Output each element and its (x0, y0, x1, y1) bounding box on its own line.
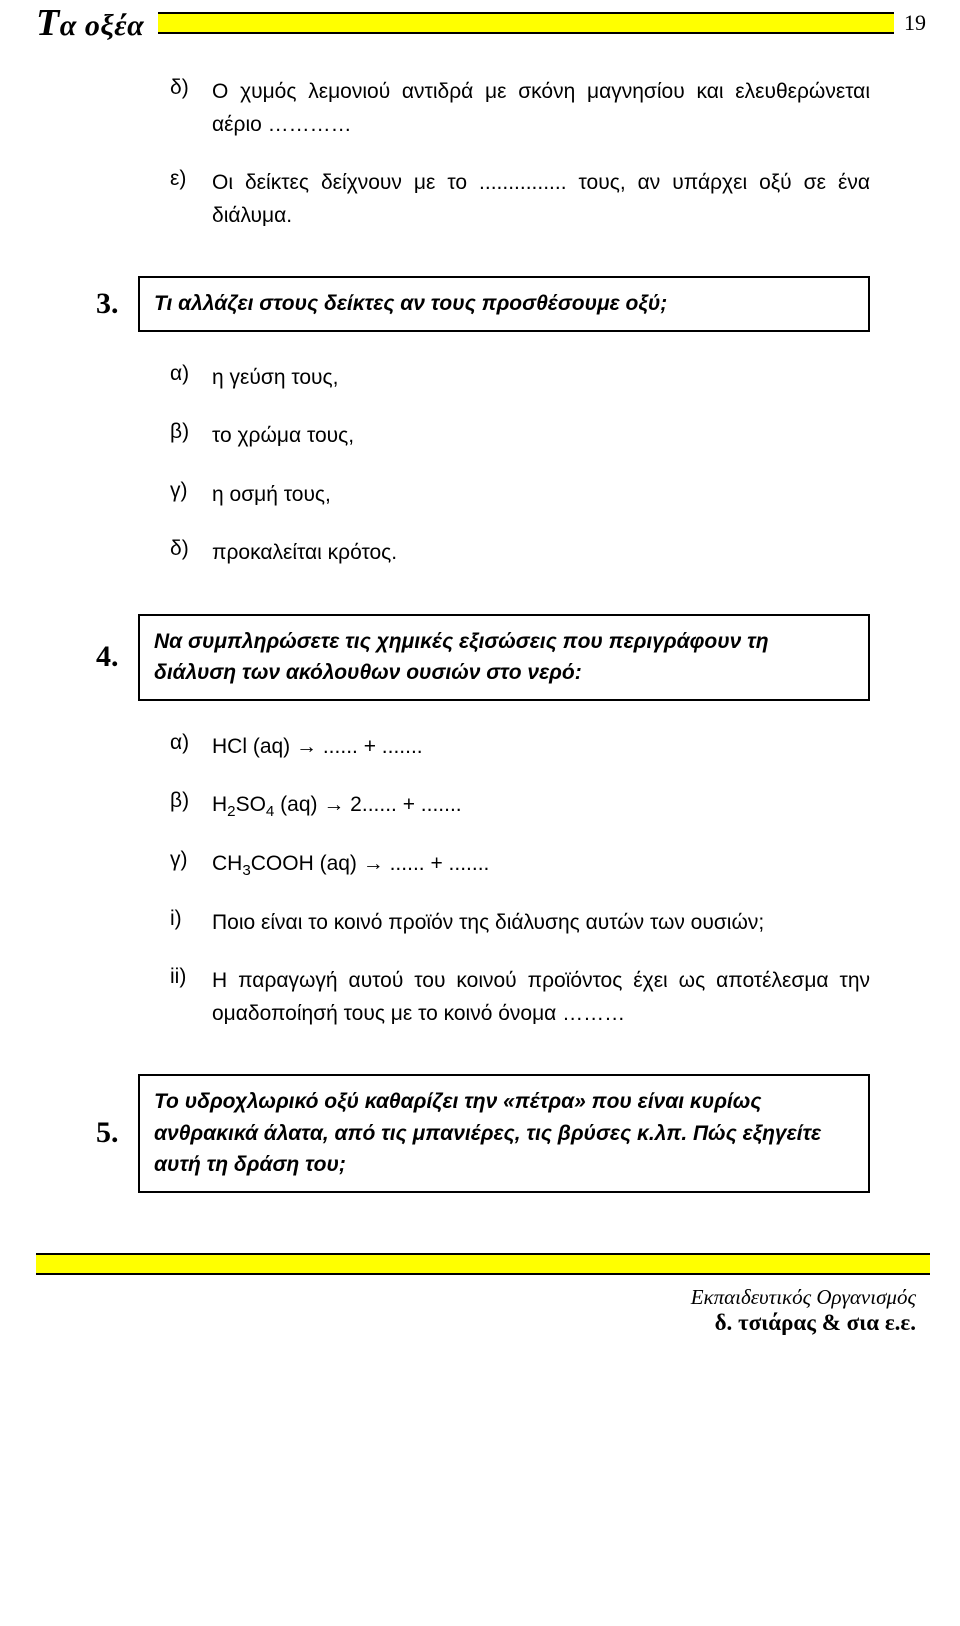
equation-text: CH3COOH (aq) → ...... + ....... (212, 848, 870, 881)
eq-part: COOH (aq) (251, 852, 363, 875)
item-text: Οι δείκτες δείχνουν με το ..............… (212, 167, 870, 232)
eq-part: CH (212, 852, 242, 875)
equation-text: H2SO4 (aq) → 2...... + ....... (212, 789, 870, 822)
footer-org-line: Εκπαιδευτικός Οργανισμός (0, 1285, 916, 1310)
equation-row: γ) CH3COOH (aq) → ...... + ....... (170, 848, 870, 881)
eq-part: SO (236, 793, 266, 816)
equation-label: γ) (170, 848, 212, 881)
option-row: β) το χρώμα τους, (170, 420, 870, 453)
option-row: α) η γεύση τους, (170, 362, 870, 395)
header-yellow-bar (158, 12, 894, 34)
option-row: δ) προκαλείται κρότος. (170, 537, 870, 570)
header-title: Τα οξέα (0, 1, 158, 45)
question-text: Να συμπληρώσετε τις χημικές εξισώσεις πο… (154, 626, 854, 689)
item-label: ε) (170, 167, 212, 232)
option-label: δ) (170, 537, 212, 570)
question-text: Το υδροχλωρικό οξύ καθαρίζει την «πέτρα»… (154, 1086, 854, 1181)
header-title-rest: α οξέα (60, 9, 144, 42)
arrow-icon: → (363, 852, 384, 875)
equation-row: α) HCl (aq) → ...... + ....... (170, 731, 870, 764)
question-4: 4. Να συμπληρώσετε τις χημικές εξισώσεις… (90, 614, 870, 701)
page-number: 19 (894, 10, 960, 36)
arrow-icon: → (296, 735, 317, 758)
header-title-big: Τ (36, 2, 60, 44)
option-label: α) (170, 362, 212, 395)
eq-part: (aq) (274, 793, 323, 816)
item-label: δ) (170, 76, 212, 141)
sub-question-row: ii) Η παραγωγή αυτού του κοινού προϊόντο… (170, 965, 870, 1030)
option-row: γ) η οσμή τους, (170, 479, 870, 512)
option-text: η οσμή τους, (212, 479, 870, 512)
intro-items: δ) Ο χυμός λεμονιού αντιδρά με σκόνη μαγ… (90, 76, 870, 232)
option-text: το χρώμα τους, (212, 420, 870, 453)
option-text: η γεύση τους, (212, 362, 870, 395)
eq-post: ...... + ....... (317, 735, 423, 758)
q3-options: α) η γεύση τους, β) το χρώμα τους, γ) η … (90, 362, 870, 570)
question-number: 3. (90, 276, 138, 332)
arrow-icon: → (323, 793, 344, 816)
question-3: 3. Τι αλλάζει στους δείκτες αν τους προσ… (90, 276, 870, 332)
equation-label: α) (170, 731, 212, 764)
question-text-box: Να συμπληρώσετε τις χημικές εξισώσεις πο… (138, 614, 870, 701)
eq-subscript: 2 (227, 804, 235, 821)
footer-yellow-bar (36, 1253, 930, 1275)
sub-question-text: Η παραγωγή αυτού του κοινού προϊόντος έχ… (212, 965, 870, 1030)
eq-post: ...... + ....... (384, 852, 490, 875)
item-text: Ο χυμός λεμονιού αντιδρά με σκόνη μαγνησ… (212, 76, 870, 141)
option-label: β) (170, 420, 212, 453)
equation-row: β) H2SO4 (aq) → 2...... + ....... (170, 789, 870, 822)
option-text: προκαλείται κρότος. (212, 537, 870, 570)
question-text-box: Το υδροχλωρικό οξύ καθαρίζει την «πέτρα»… (138, 1074, 870, 1193)
page-header: Τα οξέα 19 (0, 0, 960, 46)
question-number: 4. (90, 614, 138, 701)
question-text-box: Τι αλλάζει στους δείκτες αν τους προσθέσ… (138, 276, 870, 332)
footer-company-line: δ. τσιάρας & σια ε.ε. (0, 1310, 916, 1336)
eq-post: 2...... + ....... (344, 793, 461, 816)
sub-question-label: i) (170, 907, 212, 940)
equation-text: HCl (aq) → ...... + ....... (212, 731, 870, 764)
option-label: γ) (170, 479, 212, 512)
question-5: 5. Το υδροχλωρικό οξύ καθαρίζει την «πέτ… (90, 1074, 870, 1193)
question-number: 5. (90, 1074, 138, 1193)
sub-question-label: ii) (170, 965, 212, 1030)
eq-pre: HCl (aq) (212, 735, 296, 758)
sub-question-row: i) Ποιο είναι το κοινό προϊόν της διάλυσ… (170, 907, 870, 940)
footer: Εκπαιδευτικός Οργανισμός δ. τσιάρας & σι… (0, 1275, 960, 1336)
sub-question-text: Ποιο είναι το κοινό προϊόν της διάλυσης … (212, 907, 870, 940)
question-text: Τι αλλάζει στους δείκτες αν τους προσθέσ… (154, 288, 854, 320)
q4-equations: α) HCl (aq) → ...... + ....... β) H2SO4 … (90, 731, 870, 1030)
page-content: δ) Ο χυμός λεμονιού αντιδρά με σκόνη μαγ… (0, 46, 960, 1193)
equation-label: β) (170, 789, 212, 822)
eq-subscript: 3 (242, 862, 250, 879)
intro-item: ε) Οι δείκτες δείχνουν με το ...........… (170, 167, 870, 232)
eq-part: H (212, 793, 227, 816)
intro-item: δ) Ο χυμός λεμονιού αντιδρά με σκόνη μαγ… (170, 76, 870, 141)
